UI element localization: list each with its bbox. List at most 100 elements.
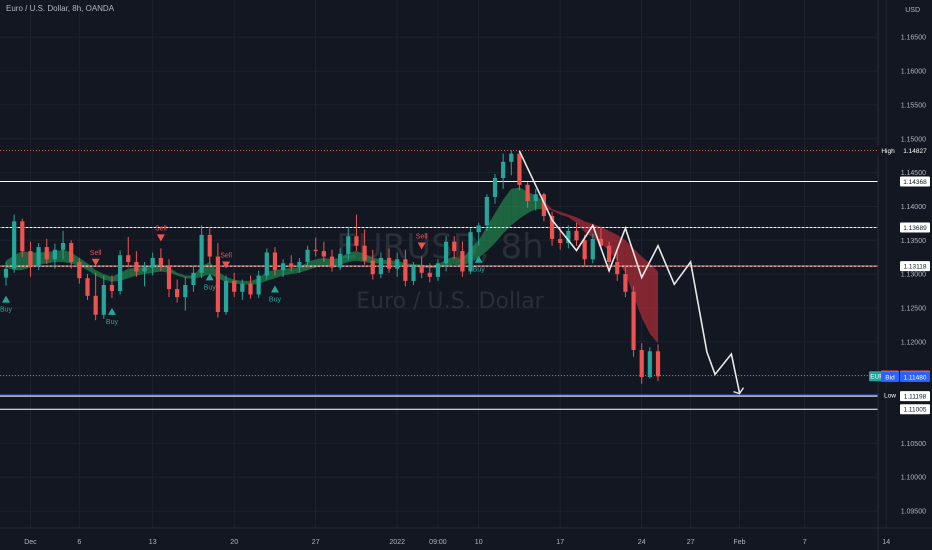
sell-signal-label: Sell [90, 250, 102, 257]
ema-band-segment [478, 226, 487, 258]
price-label-box [900, 222, 930, 233]
candle-body [411, 266, 416, 281]
ema-band-segment [560, 211, 569, 218]
candle-body [346, 236, 351, 254]
ema-band-segment [625, 240, 634, 296]
candle-body [574, 230, 579, 241]
ema-band-segment [299, 261, 308, 273]
candle-body [256, 275, 261, 295]
y-tick-label: 1.13000 [901, 272, 926, 279]
price-label-box [900, 391, 930, 402]
y-tick-label: 1.16000 [901, 69, 926, 76]
candle-body [207, 234, 212, 257]
ema-band-segment [568, 214, 577, 223]
candle-body [427, 272, 432, 277]
ema-band-segment [315, 257, 324, 268]
candle-body [541, 194, 546, 216]
candle-body [378, 257, 383, 275]
time-axis[interactable]: Dec 6 13 20 27 2022 09:00 10 17 24 27 Feb 7 14 [0, 527, 932, 546]
price-label-tag [881, 390, 899, 401]
candle-body [183, 284, 188, 298]
candle-body [150, 257, 155, 268]
horizontal-levels[interactable] [0, 149, 878, 410]
ema-band-segment [177, 272, 186, 279]
x-tick-label: Feb [733, 539, 745, 546]
candle-body [501, 161, 506, 179]
candle-body [598, 238, 604, 246]
x-tick-label: 7 [803, 539, 807, 546]
sell-signal-label: Sell [416, 234, 428, 241]
candle-body [85, 278, 90, 296]
x-tick-label: 27 [312, 539, 320, 546]
candle-body [403, 259, 408, 281]
y-tick-label: 1.10000 [901, 475, 926, 482]
x-tick-label: 24 [638, 539, 646, 546]
candle-body [191, 272, 196, 285]
candle-body [329, 256, 335, 268]
price-label-name: High [881, 148, 895, 155]
zigzag-line[interactable] [518, 150, 741, 393]
candle-body [36, 247, 41, 267]
candle-body [248, 283, 253, 295]
x-tick-label: 6 [77, 539, 81, 546]
candle-body [240, 283, 245, 292]
candle-body [69, 243, 74, 262]
buy-signal-arrow [2, 295, 10, 303]
candle-body [452, 241, 457, 252]
sell-signal-arrow [156, 234, 165, 242]
candle-body [517, 153, 522, 185]
candles [3, 150, 661, 384]
x-tick-label: 17 [556, 539, 564, 546]
price-axis[interactable]: 1.16500 1.16000 1.15500 1.15000 1.14500 1.140… [877, 0, 926, 550]
zigzag-arrow-head [733, 387, 745, 395]
buy-signal-arrow [205, 273, 214, 281]
price-label-tag [877, 145, 899, 156]
candle-body [44, 247, 49, 260]
symbol-watermark: EURUSD, 8h Euro / U.S. Dollar [336, 227, 544, 314]
candle-body [232, 280, 237, 292]
candle-body [607, 245, 612, 262]
candle-body [533, 194, 538, 202]
x-tick-label: 2022 [389, 539, 405, 546]
ema-band-segment [486, 213, 495, 252]
ema-band-segment [495, 199, 504, 244]
candle-body [60, 243, 66, 250]
candle-body [631, 291, 636, 350]
candle-body [395, 259, 400, 269]
price-label-value: 1.11480 [903, 375, 926, 382]
candle-body [639, 349, 644, 378]
ema-band-segment [95, 270, 104, 280]
candle-body [354, 236, 359, 246]
price-label-tag [881, 372, 899, 383]
candle-body [549, 215, 555, 239]
zigzag-projection[interactable] [518, 150, 745, 395]
price-label-box [900, 145, 930, 156]
candle-body [321, 251, 326, 257]
ema-band-segment [584, 221, 593, 238]
candle-body [647, 351, 652, 378]
buy-signal-label: Buy [473, 267, 486, 274]
candle-body [460, 251, 465, 272]
ema-band-segment [649, 263, 658, 344]
candle-body [419, 266, 424, 273]
price-label-value: 1.11005 [903, 407, 926, 414]
buy-signal-label: Buy [269, 297, 282, 304]
y-tick-label: 1.14000 [901, 204, 926, 211]
candle-body [199, 234, 204, 273]
price-label-box [900, 404, 930, 415]
candle-body [223, 280, 229, 313]
y-tick-label: 1.12500 [901, 306, 926, 313]
candle-body [158, 257, 163, 267]
y-tick-label: 1.14500 [901, 170, 926, 177]
candle-body [281, 263, 286, 271]
chart-title: Euro / U.S. Dollar, 8h, OANDA [6, 4, 115, 13]
y-tick-label: 1.12000 [901, 339, 926, 346]
buy-signal-label: Buy [0, 307, 13, 314]
candle-body [338, 253, 343, 268]
candle-body [134, 261, 139, 272]
candle-body [166, 266, 172, 290]
candle-body [118, 255, 123, 292]
candle-body [289, 263, 294, 268]
